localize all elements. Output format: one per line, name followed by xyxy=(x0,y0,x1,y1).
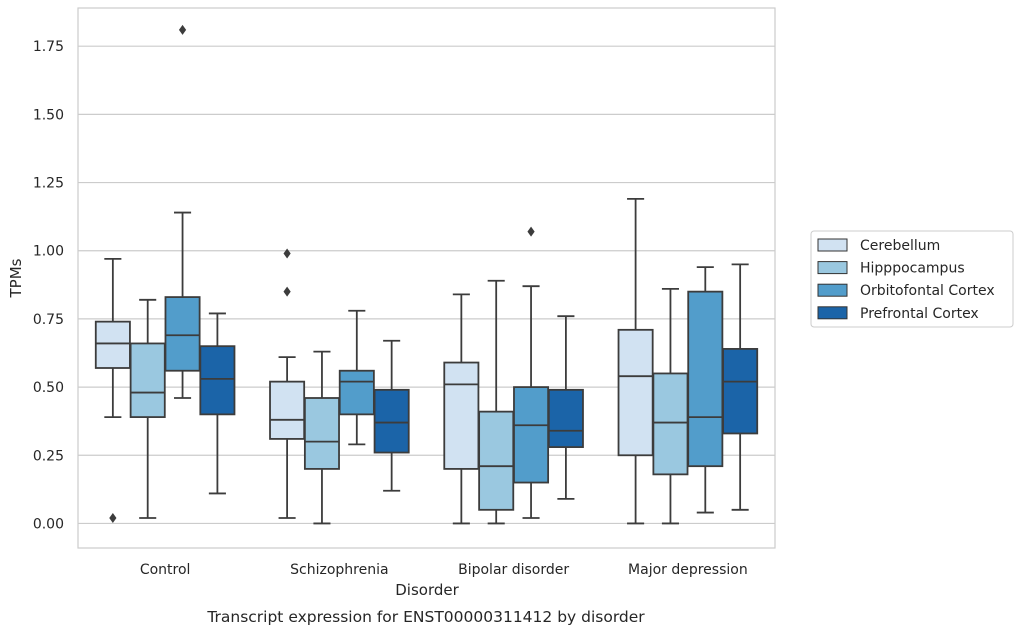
box-3-2 xyxy=(687,266,724,514)
outlier-point xyxy=(283,248,291,259)
x-tick-label: Control xyxy=(140,562,191,578)
x-tick-label: Bipolar disorder xyxy=(458,562,569,578)
box-2-1 xyxy=(478,279,515,525)
box-0-0 xyxy=(94,258,131,523)
legend-label: Cerebellum xyxy=(860,238,940,254)
legend-swatch xyxy=(817,261,848,275)
box-2-0 xyxy=(443,293,480,525)
plot-frame xyxy=(77,7,776,549)
y-tick-label: 0.00 xyxy=(33,516,64,532)
y-tick-label: 1.75 xyxy=(33,39,64,55)
x-axis-title: Disorder xyxy=(395,581,459,599)
box-0-3 xyxy=(199,312,236,495)
outlier-point xyxy=(109,513,117,523)
box-3-1 xyxy=(652,288,689,525)
box-0-2 xyxy=(164,24,201,399)
iqr-box xyxy=(652,372,689,476)
legend-frame xyxy=(810,230,1014,328)
x-tick-label: Schizophrenia xyxy=(290,562,388,578)
legend-swatch xyxy=(817,306,848,320)
box-0-1 xyxy=(129,298,166,519)
y-tick-label: 1.25 xyxy=(33,176,64,192)
box-1-1 xyxy=(303,350,340,525)
outlier-point xyxy=(178,24,187,35)
iqr-box xyxy=(199,345,236,416)
y-axis-title: TPMs xyxy=(7,258,25,298)
x-tick-label: Major depression xyxy=(628,562,748,578)
iqr-box xyxy=(617,328,654,457)
y-tick-label: 0.75 xyxy=(33,312,64,328)
iqr-box xyxy=(269,380,306,440)
iqr-box xyxy=(129,342,166,418)
iqr-box xyxy=(513,386,550,484)
iqr-box xyxy=(373,388,410,454)
legend-label: Orbitofontal Cortex xyxy=(860,283,995,299)
iqr-box xyxy=(687,290,724,468)
y-tick-labels: 0.00 0.25 0.50 0.75 1.00 1.25 1.50 1.75 xyxy=(33,39,64,532)
legend: Cerebellum Hipppocampus Orbitofontal Corte… xyxy=(810,230,1014,328)
outlier-point xyxy=(283,286,291,297)
x-tick-labels: Control Schizophrenia Bipolar disorder Majo… xyxy=(140,562,748,578)
y-tick-label: 1.00 xyxy=(33,244,64,260)
iqr-box xyxy=(94,320,131,369)
legend-swatch xyxy=(817,283,848,297)
iqr-box xyxy=(303,397,340,470)
iqr-box xyxy=(443,361,480,470)
box-1-2 xyxy=(338,309,375,446)
iqr-box xyxy=(164,296,201,372)
iqr-box xyxy=(722,348,759,435)
box-2-3 xyxy=(547,315,584,500)
outlier-point xyxy=(527,226,535,237)
boxes-layer xyxy=(94,24,759,525)
iqr-box xyxy=(478,410,515,511)
legend-swatch xyxy=(817,238,848,252)
chart-caption: Transcript expression for ENST0000031141… xyxy=(206,608,645,626)
y-tick-label: 0.50 xyxy=(33,380,64,396)
legend-label: Hipppocampus xyxy=(860,261,965,277)
y-tick-label: 1.50 xyxy=(33,107,64,123)
legend-label: Prefrontal Cortex xyxy=(860,306,979,322)
iqr-box xyxy=(547,388,584,448)
box-3-3 xyxy=(722,263,759,511)
y-tick-label: 0.25 xyxy=(33,448,64,464)
box-1-3 xyxy=(373,339,410,492)
box-1-0 xyxy=(269,248,306,519)
box-3-0 xyxy=(617,198,654,525)
iqr-box xyxy=(338,369,375,416)
box-2-2 xyxy=(513,226,550,519)
